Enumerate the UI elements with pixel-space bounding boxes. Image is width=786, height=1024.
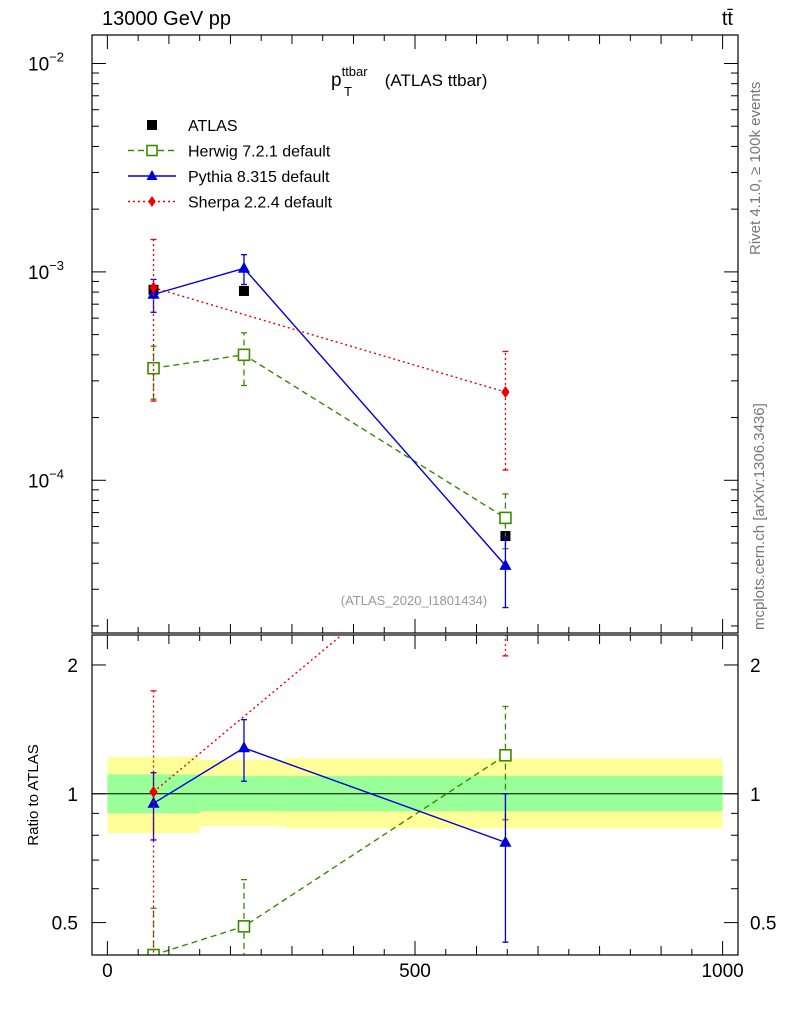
error-bar xyxy=(240,332,247,387)
y-tick-label: 0.5 xyxy=(52,914,78,935)
title-rest: (ATLAS ttbar) xyxy=(380,71,487,90)
mcplots-label: mcplots.cern.ch [arXiv:1306.3436] xyxy=(751,403,768,630)
series-sherpa-2-2-4-default xyxy=(149,635,509,955)
legend-label: Pythia 8.315 default xyxy=(188,169,330,186)
legend-marker xyxy=(148,196,156,207)
data-point xyxy=(149,281,158,294)
series-sherpa-2-2-4-default xyxy=(149,238,510,471)
series-atlas xyxy=(148,284,511,542)
data-point xyxy=(237,261,251,273)
series-line-pythia-8-315-default xyxy=(153,267,506,566)
error-bar xyxy=(150,907,157,955)
data-point xyxy=(238,285,249,296)
legend-label: Sherpa 2.2.4 default xyxy=(188,195,333,212)
error-bar xyxy=(150,690,157,955)
error-bar xyxy=(150,238,157,402)
error-bar xyxy=(502,350,509,471)
legend-marker xyxy=(146,170,158,180)
data-point xyxy=(499,511,512,525)
y-tick-label: 10−2 xyxy=(28,49,64,75)
error-bar xyxy=(240,878,247,955)
y-tick-label-right: 0.5 xyxy=(750,914,776,935)
process-label: tt̄ xyxy=(722,8,734,30)
legend-item-pythia-8-315-default: Pythia 8.315 default xyxy=(128,169,330,186)
main-plot-series xyxy=(147,238,512,609)
y-tick-label-right: 1 xyxy=(750,785,761,806)
title-sup: ttbar xyxy=(342,64,369,79)
plot-title: pttbar T (ATLAS ttbar) xyxy=(331,64,487,99)
data-point xyxy=(499,835,512,847)
data-point xyxy=(237,348,251,362)
data-point xyxy=(237,920,251,933)
series-pythia-8-315-default xyxy=(147,719,512,943)
x-axis: 0 500 1000 xyxy=(102,35,744,982)
x-tick-label: 500 xyxy=(399,961,431,982)
ratio-plot-series xyxy=(147,635,512,955)
series-line-sherpa-2-2-4-default xyxy=(153,286,506,393)
ratio-uncertainty-bands xyxy=(92,756,738,833)
ratio-y-axis: 0.5 0.5 1 1 2 2 xyxy=(52,656,777,935)
error-bar xyxy=(502,635,509,657)
y-tick-label: 10−3 xyxy=(28,258,64,284)
energy-label: 13000 GeV pp xyxy=(102,8,231,30)
legend-item-atlas: ATLAS xyxy=(147,118,238,135)
y-tick-label: 1 xyxy=(67,785,78,806)
x-tick-label: 0 xyxy=(102,961,113,982)
rivet-version-label: Rivet 4.1.0, ≥ 100k events xyxy=(747,82,764,255)
ratio-y-axis-label: Ratio to ATLAS xyxy=(25,744,42,845)
legend-marker xyxy=(146,144,158,157)
y-tick-label: 2 xyxy=(67,656,78,677)
analysis-id-label: (ATLAS_2020_I1801434) xyxy=(341,593,487,608)
series-line-sherpa-2-2-4-default xyxy=(153,635,343,793)
title-sub: T xyxy=(344,84,352,99)
legend-label: Herwig 7.2.1 default xyxy=(188,144,331,161)
data-point xyxy=(149,785,158,798)
legend-label: ATLAS xyxy=(188,118,238,135)
data-point xyxy=(499,749,512,762)
title-main: p xyxy=(331,70,342,91)
legend: ATLAS Herwig 7.2.1 default Pythia 8.315 de… xyxy=(128,118,333,212)
y-tick-label: 10−4 xyxy=(28,466,64,492)
legend-item-sherpa-2-2-4-default: Sherpa 2.2.4 default xyxy=(128,195,333,212)
series-pythia-8-315-default xyxy=(147,253,512,609)
main-y-axis: 10−2 10−3 10−4 xyxy=(28,49,738,627)
series-herwig-7-2-1-default xyxy=(147,705,512,955)
legend-marker xyxy=(147,120,157,130)
error-bar xyxy=(502,793,509,943)
data-point xyxy=(237,741,251,753)
x-tick-label: 1000 xyxy=(701,961,743,982)
data-point xyxy=(147,361,160,375)
series-line-herwig-7-2-1-default xyxy=(153,354,506,519)
data-point xyxy=(501,386,510,399)
error-bar xyxy=(502,536,509,609)
legend-item-herwig-7-2-1-default: Herwig 7.2.1 default xyxy=(128,144,331,161)
data-point xyxy=(499,558,512,570)
y-tick-label-right: 2 xyxy=(750,656,761,677)
